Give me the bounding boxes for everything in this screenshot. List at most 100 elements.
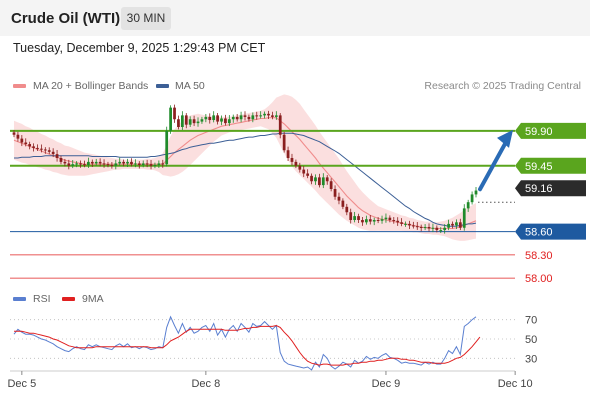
candle-body [431, 227, 435, 229]
candle-body [278, 115, 282, 135]
candle-body [36, 147, 39, 149]
candle-body [145, 163, 149, 165]
candle-body [255, 115, 259, 117]
forecast-arrow-head [497, 129, 513, 148]
candle-body [392, 220, 396, 221]
candle-body [294, 161, 298, 166]
candle-body [333, 189, 337, 197]
candle-body [161, 163, 165, 165]
candle-body [329, 181, 333, 189]
candle-body [282, 134, 286, 151]
candle-body [208, 116, 212, 121]
candle-body [298, 165, 302, 170]
candle-body [122, 161, 125, 164]
candle-body [24, 142, 28, 145]
candle-body [16, 134, 20, 139]
candle-body [184, 115, 188, 125]
x-tick-label: Dec 10 [498, 378, 533, 390]
rsi-legend-swatch [13, 297, 26, 301]
candle-body [368, 219, 372, 222]
candle-body [40, 148, 43, 150]
candle-body [466, 202, 470, 209]
candle-body [286, 150, 290, 158]
candle-body [227, 119, 231, 124]
candle-body [106, 164, 110, 166]
candle-body [137, 163, 141, 165]
candle-body [400, 222, 403, 224]
candle-body [51, 151, 55, 155]
ma50-legend-label: MA 50 [175, 80, 205, 92]
candle-body [310, 175, 313, 182]
candle-body [455, 222, 458, 226]
rsi-ma-line [14, 324, 481, 366]
candle-body [188, 119, 192, 125]
candle-body [318, 177, 321, 186]
candle-body [290, 158, 294, 162]
candle-body [243, 115, 247, 117]
candle-body [345, 206, 349, 213]
candle-body [376, 220, 380, 221]
candle-body [372, 220, 376, 222]
candle-body [110, 164, 114, 166]
resistance-tag [515, 157, 586, 174]
candle-body [231, 116, 235, 120]
resistance-label: 59.90 [525, 126, 553, 138]
extra-support-label: 58.30 [525, 250, 553, 262]
candle-body [149, 164, 153, 166]
candle-body [247, 116, 251, 120]
candle-body [12, 132, 16, 135]
candle-body [98, 161, 102, 164]
ma50-line [14, 132, 477, 227]
timeframe-badge[interactable]: 30 MIN [121, 7, 171, 30]
candle-body [451, 223, 454, 226]
candle-body [200, 119, 204, 122]
candle-body [71, 164, 75, 166]
x-tick-label: Dec 8 [191, 378, 220, 390]
current-price-label: 59.16 [525, 183, 553, 195]
candle-body [341, 200, 345, 207]
candle-body [447, 223, 450, 228]
support-label: 58.60 [525, 227, 553, 239]
candle-body [59, 158, 63, 162]
candle-body [388, 217, 392, 220]
candle-body [204, 116, 208, 120]
candle-body [357, 216, 360, 220]
candle-body [314, 177, 317, 182]
candle-body [130, 161, 133, 165]
candle-body [83, 164, 86, 166]
rsi-tick-label: 30 [525, 353, 537, 365]
candle-body [67, 163, 71, 166]
candle-body [271, 115, 274, 117]
candle-body [220, 118, 223, 122]
candle-body [325, 177, 329, 182]
candle-body [470, 194, 474, 203]
ma20-line [13, 117, 477, 230]
rsi-tick-label: 70 [525, 315, 537, 327]
candle-body [427, 226, 431, 229]
candle-body [408, 223, 411, 226]
candle-body [196, 121, 200, 124]
candle-body [28, 144, 32, 147]
forecast-arrow-shaft [478, 141, 507, 192]
candle-body [321, 177, 325, 186]
candle-body [337, 196, 341, 201]
candle-body [169, 107, 172, 131]
candle-body [177, 119, 180, 127]
x-tick-label: Dec 5 [7, 378, 36, 390]
candle-body [435, 227, 439, 231]
candle-body [114, 163, 118, 166]
candle-body [94, 161, 98, 164]
candle-body [443, 227, 447, 231]
candle-body [75, 163, 79, 165]
resistance-label: 59.45 [525, 161, 553, 173]
rsi-tick-label: 50 [525, 334, 537, 346]
candle-body [87, 161, 90, 165]
candle-body [384, 217, 388, 220]
bollinger-band [14, 94, 476, 241]
candle-body [141, 163, 145, 165]
candle-body [47, 150, 51, 152]
candle-body [380, 219, 384, 221]
candle-body [239, 115, 243, 120]
candle-body [458, 222, 462, 228]
